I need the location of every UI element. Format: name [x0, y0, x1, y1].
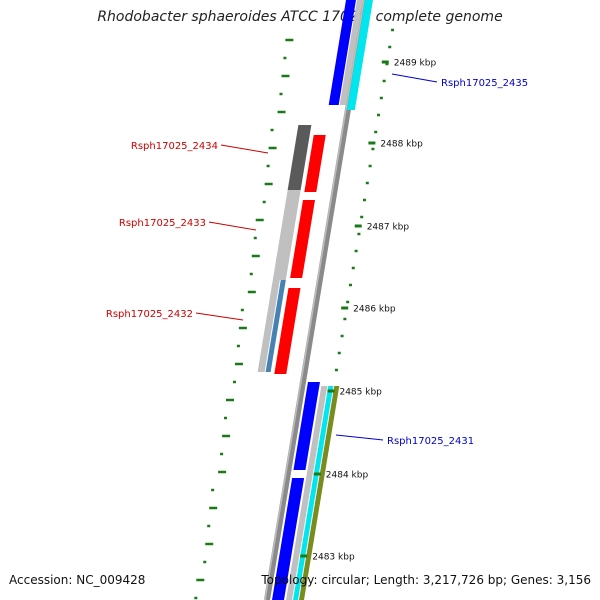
scale-ticks: 2489 kbp 2488 kbp 2487 kbp 2486 kbp 2485 kbp…: [300, 59, 436, 563]
scale-tick-label: 2488 kbp: [380, 140, 423, 150]
scale-tick-label: 2487 kbp: [367, 223, 410, 233]
label-leader-line: [335, 434, 384, 441]
gene-track-steel: [265, 280, 286, 372]
scale-tick-label: 2485 kbp: [339, 388, 382, 398]
gene-label: Rsph17025_2434: [131, 141, 218, 152]
topology-label: Topology: circular; Length: 3,217,726 bp…: [261, 573, 591, 587]
gene-label: Rsph17025_2432: [106, 309, 193, 320]
label-leader-line: [391, 73, 438, 83]
scale-tick-label: 2484 kbp: [326, 471, 369, 481]
gene-track-dark: [287, 125, 312, 190]
gene-track: [272, 190, 301, 280]
cds-reverse: [304, 135, 326, 192]
scale-tick-label: 2489 kbp: [394, 59, 437, 69]
gene-label: Rsph17025_2435: [441, 78, 528, 89]
label-leader-line: [208, 221, 257, 231]
cds-forward: [328, 0, 356, 105]
gene-labels: Rsph17025_2435 Rsph17025_2434 Rsph17025_24…: [106, 73, 528, 447]
gene-track: [286, 386, 328, 600]
gene-track: [339, 0, 363, 105]
gene-track-olive: [299, 386, 340, 600]
gene-track: [257, 280, 280, 372]
feature-tracks: [257, 0, 373, 600]
label-leader-line: [220, 144, 269, 154]
label-leader-line: [195, 312, 244, 321]
rna-track: [346, 0, 373, 110]
cds-forward: [272, 478, 305, 600]
gc-skew-track: [194, 28, 395, 600]
genome-title: Rhodobacter sphaeroides ATCC 17025, comp…: [97, 9, 503, 25]
genome-backbone-highlight: [264, 0, 365, 600]
accession-label: Accession: NC_009428: [9, 573, 146, 587]
rna-track: [293, 386, 334, 600]
gene-label: Rsph17025_2433: [119, 218, 206, 229]
cds-forward: [293, 382, 320, 470]
scale-tick-label: 2483 kbp: [312, 553, 355, 563]
cds-reverse: [290, 200, 315, 278]
scale-tick-label: 2486 kbp: [353, 305, 396, 315]
cds-reverse: [274, 288, 301, 374]
gene-label: Rsph17025_2431: [387, 436, 474, 447]
